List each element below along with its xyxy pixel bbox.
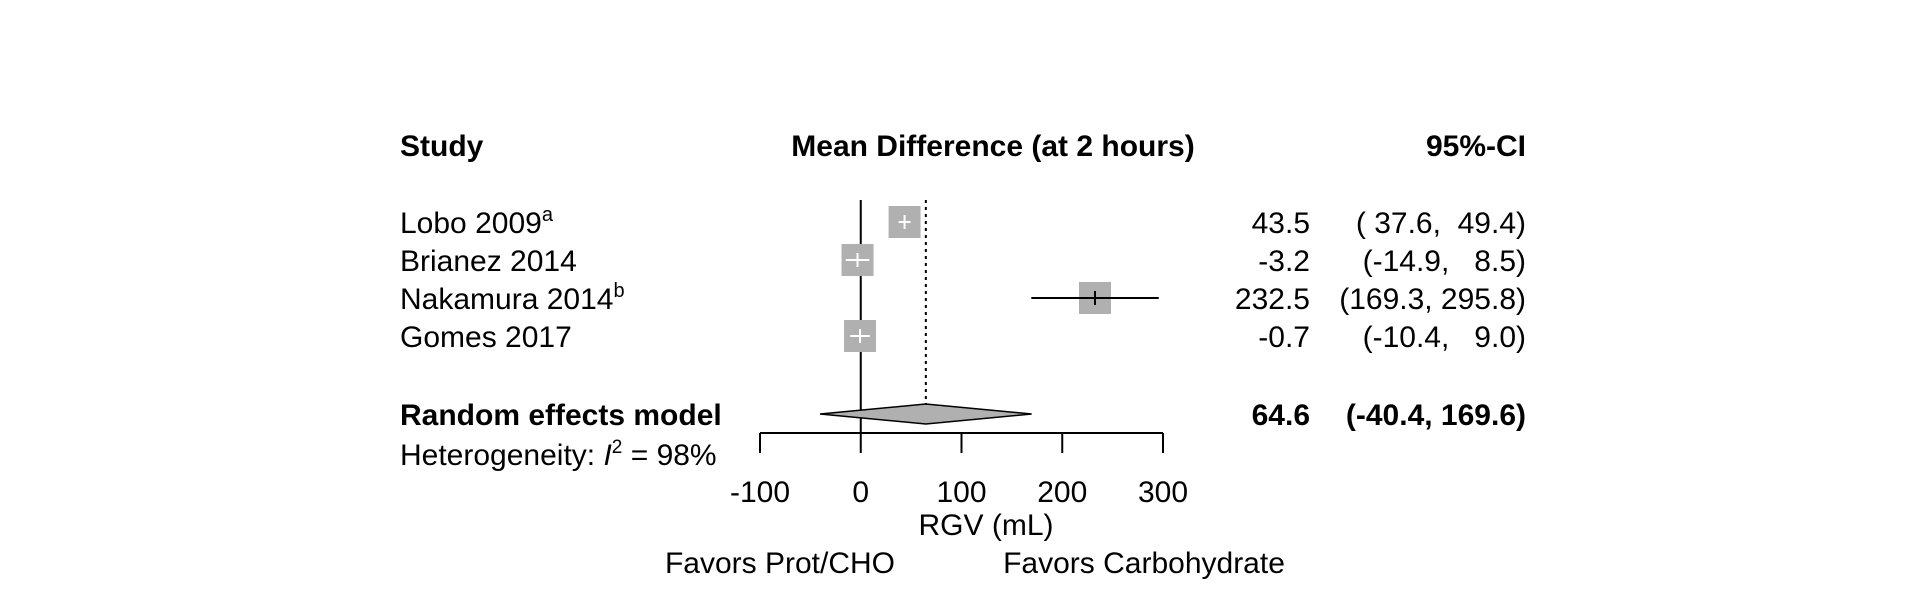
study-ci-gomes: (-10.4, 9.0) <box>1363 321 1526 354</box>
header-ci: 95%-CI <box>1426 130 1526 163</box>
study-md-nakamura: 232.5 <box>1235 283 1310 316</box>
study-sup-lobo: a <box>542 204 554 226</box>
x-axis-tick-label: 100 <box>936 476 986 509</box>
study-name-nakamura: Nakamura 2014b <box>400 280 625 316</box>
x-axis-tick-label: 200 <box>1037 476 1087 509</box>
study-ci-nakamura: (169.3, 295.8) <box>1339 283 1526 316</box>
plot-marks: -100 0 100 200 300 <box>730 200 1188 509</box>
x-axis-tick-label: 0 <box>852 476 869 509</box>
study-ci-lobo: ( 37.6, 49.4) <box>1356 207 1526 240</box>
header-effect: Mean Difference (at 2 hours) <box>791 130 1194 163</box>
x-axis-tick-label: 300 <box>1138 476 1188 509</box>
pooled-name: Random effects model <box>400 399 722 432</box>
study-md-brianez: -3.2 <box>1258 245 1310 278</box>
study-name-gomes: Gomes 2017 <box>400 321 572 354</box>
pooled-ci: (-40.4, 169.6) <box>1346 399 1526 432</box>
header-study: Study <box>400 130 484 163</box>
study-md-lobo: 43.5 <box>1252 207 1310 240</box>
x-axis-label: RGV (mL) <box>919 509 1054 542</box>
study-name-lobo: Lobo 2009a <box>400 204 554 240</box>
favors-left-label: Favors Prot/CHO <box>665 547 895 580</box>
pooled-md: 64.6 <box>1252 399 1310 432</box>
heterogeneity-label: Heterogeneity: I2 = 98% <box>400 437 717 472</box>
favors-right-label: Favors Carbohydrate <box>1003 547 1285 580</box>
pooled-diamond <box>819 403 1032 425</box>
x-axis-tick-label: -100 <box>730 476 790 509</box>
study-ci-brianez: (-14.9, 8.5) <box>1363 245 1526 278</box>
study-sup-nakamura: b <box>613 280 624 302</box>
study-md-gomes: -0.7 <box>1258 321 1310 354</box>
study-name-brianez: Brianez 2014 <box>400 245 577 278</box>
